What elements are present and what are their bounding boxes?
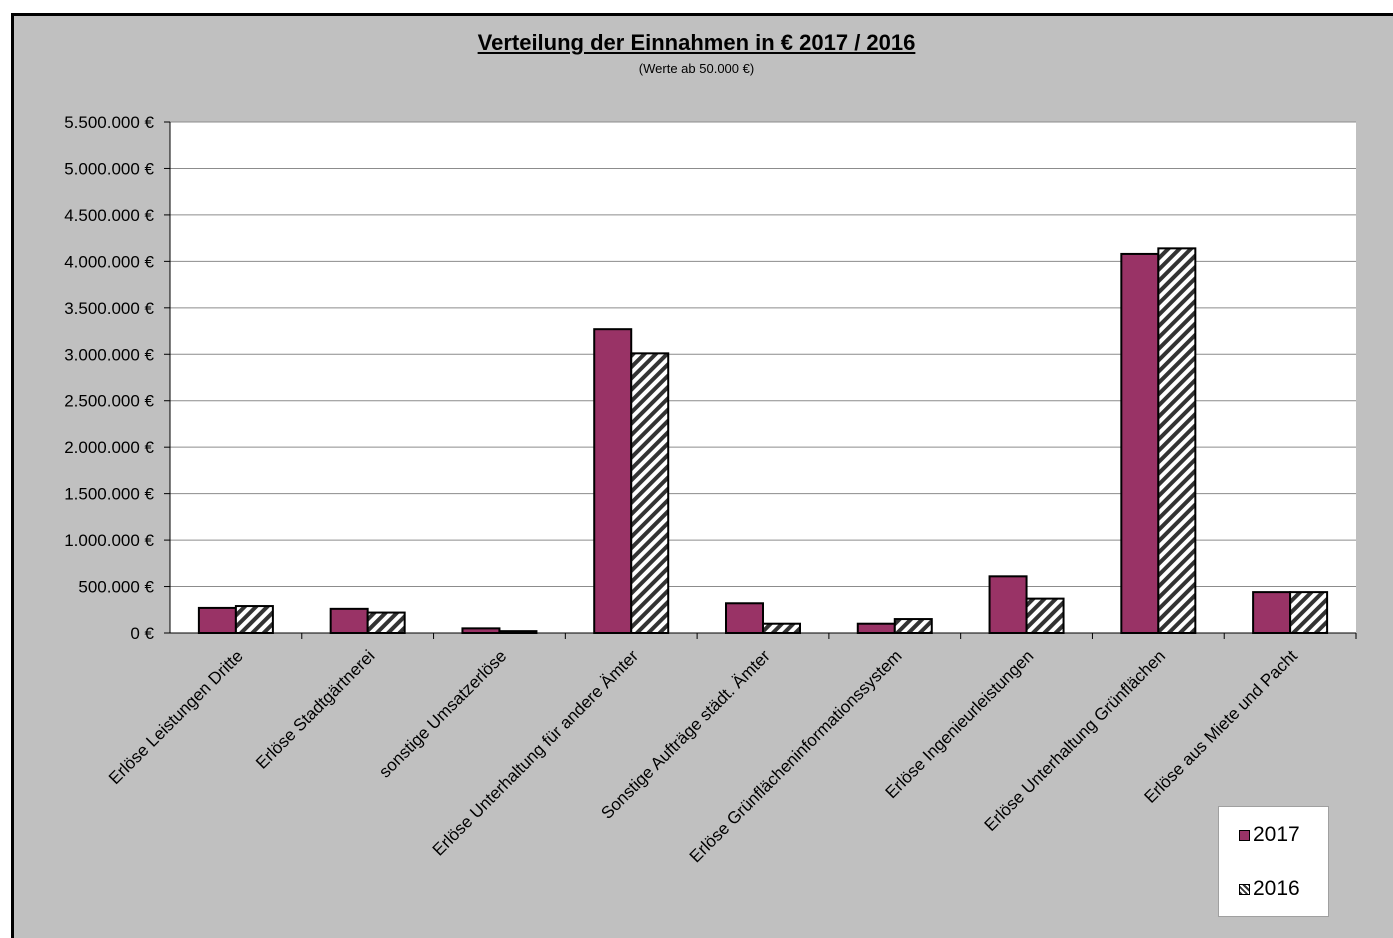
bars	[197, 247, 1329, 635]
y-tick-label: 3.000.000 €	[64, 345, 154, 364]
chart-title: Verteilung der Einnahmen in € 2017 / 201…	[477, 30, 916, 55]
bar-2016-4	[762, 622, 801, 635]
y-tick-label: 500.000 €	[78, 578, 154, 597]
bar-2017-1	[329, 607, 369, 634]
bar-2017-6	[988, 575, 1028, 634]
bar-2017-7	[1120, 252, 1160, 634]
legend-item-2017: 2017	[1239, 823, 1300, 847]
x-tick-label: sonstige Umsatzerlöse	[375, 646, 510, 781]
bar-2017-4	[725, 602, 764, 635]
bar-2017-3	[593, 328, 633, 634]
x-tick-label: Erlöse Unterhaltung für andere Ämter	[429, 646, 642, 859]
y-tick-label: 5.000.000 €	[64, 159, 154, 178]
legend-item-2016: 2016	[1239, 877, 1300, 901]
bar-2016-1	[366, 611, 406, 634]
legend-swatch-2017	[1239, 829, 1250, 841]
y-tick-label: 1.000.000 €	[64, 531, 154, 550]
y-tick-label: 1.500.000 €	[64, 485, 154, 504]
x-tick-label: Erlöse Leistungen Dritte	[105, 646, 247, 788]
bar-2016-5	[893, 618, 933, 635]
y-tick-label: 5.500.000 €	[64, 113, 154, 132]
x-tick-label: Erlöse Grünflächeninformationssystem	[686, 646, 906, 866]
bar-2016-6	[1025, 597, 1065, 635]
bar-2017-8	[1252, 591, 1292, 634]
legend-swatch-2016	[1239, 883, 1250, 895]
y-tick-label: 0 €	[130, 624, 154, 643]
chart-subtitle: (Werte ab 50.000 €)	[638, 61, 755, 76]
bar-2017-5	[856, 622, 896, 635]
y-tick-label: 2.500.000 €	[64, 392, 154, 411]
bar-2017-0	[197, 606, 237, 635]
bar-2016-0	[234, 605, 274, 634]
y-tick-label: 4.000.000 €	[64, 252, 154, 271]
x-tick-label: Erlöse aus Miete und Pacht	[1140, 646, 1301, 807]
y-tick-label: 3.500.000 €	[64, 299, 154, 318]
legend-label-2017: 2017	[1253, 823, 1300, 846]
bar-2016-3	[630, 352, 670, 634]
y-tick-label: 2.000.000 €	[64, 438, 154, 457]
bar-2017-2	[461, 627, 501, 635]
axes	[169, 122, 1357, 639]
y-tick-labels: 0 € 500.000 € 1.000.000 € 1.500.000 € 2.000.…	[64, 113, 154, 643]
legend: 2017 2016	[1218, 806, 1329, 917]
x-tick-label: Erlöse Stadtgärtnerei	[252, 646, 378, 772]
x-tick-label: Erlöse Ingenieurleistungen	[882, 646, 1038, 802]
bar-2016-8	[1289, 591, 1329, 634]
legend-label-2016: 2016	[1253, 877, 1300, 900]
y-tick-label: 4.500.000 €	[64, 206, 154, 225]
x-tick-labels: Erlöse Leistungen Dritte Erlöse Stadtgärt…	[105, 646, 1301, 866]
bar-2016-7	[1157, 247, 1197, 635]
